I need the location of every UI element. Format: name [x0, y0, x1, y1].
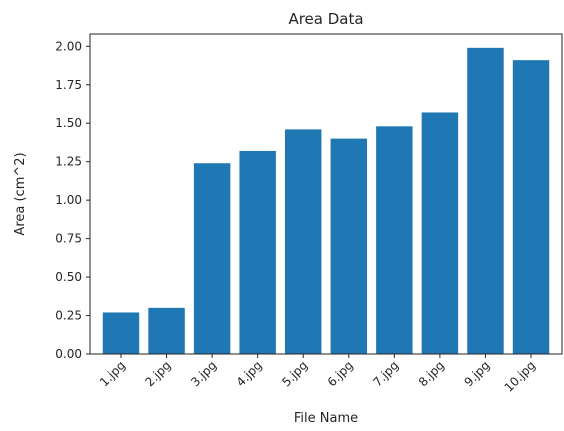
bar-6 [330, 138, 368, 354]
x-axis: 1.jpg 2.jpg 3.jpg 4.jpg 5.jpg 6.jpg 7.jpg 8.jpg… [97, 354, 538, 395]
x-tick-label-5: 5.jpg [279, 358, 310, 389]
y-tick-label-7: 1.75 [55, 78, 82, 92]
x-tick-label-3: 3.jpg [188, 358, 219, 389]
x-tick-label-8: 8.jpg [416, 358, 447, 389]
y-axis-label: Area (cm^2) [13, 152, 28, 235]
bars-layer [102, 47, 550, 355]
bar-4 [239, 150, 276, 354]
x-tick-label-1: 1.jpg [97, 358, 128, 389]
x-tick-label-9: 9.jpg [461, 358, 492, 389]
y-axis: 0.00 0.25 0.50 0.75 1.00 1.25 1.50 1.75 2.00 [55, 39, 90, 361]
x-tick-label-7: 7.jpg [370, 358, 401, 389]
y-tick-label-1: 0.25 [55, 309, 82, 323]
bar-2 [148, 307, 185, 354]
bar-7 [376, 126, 413, 354]
bar-5 [285, 129, 322, 354]
chart-title: Area Data [288, 10, 363, 28]
y-tick-label-2: 0.50 [55, 270, 82, 284]
bar-9 [467, 47, 504, 354]
x-tick-label-6: 6.jpg [325, 358, 356, 389]
bar-1 [102, 312, 140, 354]
x-tick-label-4: 4.jpg [234, 358, 265, 389]
x-axis-label: File Name [294, 411, 358, 426]
bar-3 [193, 163, 231, 354]
y-tick-label-0: 0.00 [55, 347, 82, 361]
y-tick-label-5: 1.25 [55, 155, 82, 169]
bar-8 [421, 112, 459, 355]
x-tick-label-2: 2.jpg [143, 358, 174, 389]
bar-10 [512, 60, 550, 355]
y-tick-label-4: 1.00 [55, 193, 82, 207]
plot-frame [89, 33, 563, 355]
x-tick-label-10: 10.jpg [502, 358, 539, 395]
y-tick-label-3: 0.75 [55, 232, 82, 246]
y-tick-label-8: 2.00 [55, 39, 82, 53]
y-tick-label-6: 1.50 [55, 116, 82, 130]
